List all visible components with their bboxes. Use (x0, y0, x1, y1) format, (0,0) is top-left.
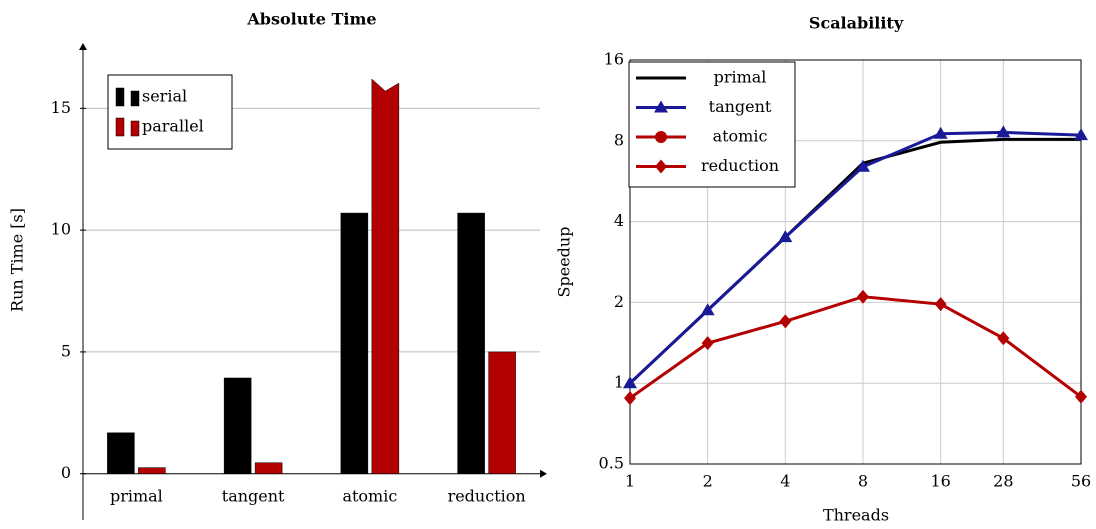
marker (997, 331, 1010, 346)
y-axis-label: Speedup (555, 227, 574, 298)
x-tick-label: 16 (930, 472, 950, 491)
legend-swatch (115, 87, 125, 107)
marker (856, 289, 869, 304)
bar (457, 212, 485, 474)
bar (254, 462, 283, 474)
y-tick-label: 4 (614, 211, 624, 230)
bar (371, 78, 400, 474)
y-tick-label: 5 (61, 341, 71, 360)
x-axis-label: Threads (823, 506, 889, 525)
x-tick-label: 1 (625, 472, 635, 491)
x-tick-label: 56 (1071, 472, 1091, 491)
y-tick-label: 0 (61, 463, 71, 482)
y-axis-label: Run Time [s] (8, 208, 27, 312)
bar (488, 351, 516, 474)
marker (855, 159, 870, 172)
legend-label: primal (714, 68, 767, 87)
marker (701, 336, 714, 351)
x-tick-label: 2 (703, 472, 713, 491)
chart-title: Absolute Time (246, 10, 376, 29)
y-axis-arrow (79, 43, 87, 50)
legend-label: parallel (142, 117, 204, 136)
legend-label: serial (142, 87, 187, 106)
bar (138, 467, 166, 474)
x-tick-label: 8 (858, 472, 868, 491)
x-tick-label: tangent (222, 487, 285, 506)
y-tick-label: 10 (51, 220, 71, 239)
x-tick-label: reduction (448, 487, 526, 506)
marker (934, 297, 947, 312)
marker (996, 125, 1011, 138)
marker (933, 126, 948, 139)
x-tick-label: 4 (780, 472, 790, 491)
y-tick-label: 16 (604, 50, 624, 69)
marker (1074, 128, 1088, 141)
marker (623, 376, 637, 389)
bar (223, 377, 252, 474)
marker (1075, 389, 1087, 404)
bar (107, 432, 135, 474)
y-tick-label: 0.5 (599, 454, 624, 473)
chart-title: Scalability (809, 14, 904, 33)
bar (340, 212, 369, 474)
legend-marker (655, 131, 667, 143)
legend-swatch (115, 117, 125, 137)
y-tick-label: 8 (614, 130, 624, 149)
marker (624, 391, 636, 406)
x-tick-label: primal (110, 487, 163, 506)
y-tick-label: 15 (51, 98, 71, 117)
legend-swatch (130, 120, 140, 137)
plot-frame (629, 59, 1082, 465)
y-tick-label: 2 (614, 292, 624, 311)
legend-label: reduction (701, 156, 779, 175)
legend-swatch (130, 90, 140, 107)
legend-box (107, 74, 233, 150)
marker (778, 230, 793, 243)
legend-marker (654, 100, 668, 113)
x-axis-arrow (540, 469, 547, 478)
legend-label: tangent (709, 97, 772, 116)
y-tick-label: 1 (614, 373, 624, 392)
marker (700, 303, 715, 316)
x-tick-label: atomic (342, 487, 397, 506)
legend-label: atomic (713, 127, 768, 146)
marker (779, 314, 792, 329)
x-tick-label: 28 (993, 472, 1013, 491)
legend-marker (655, 159, 667, 174)
